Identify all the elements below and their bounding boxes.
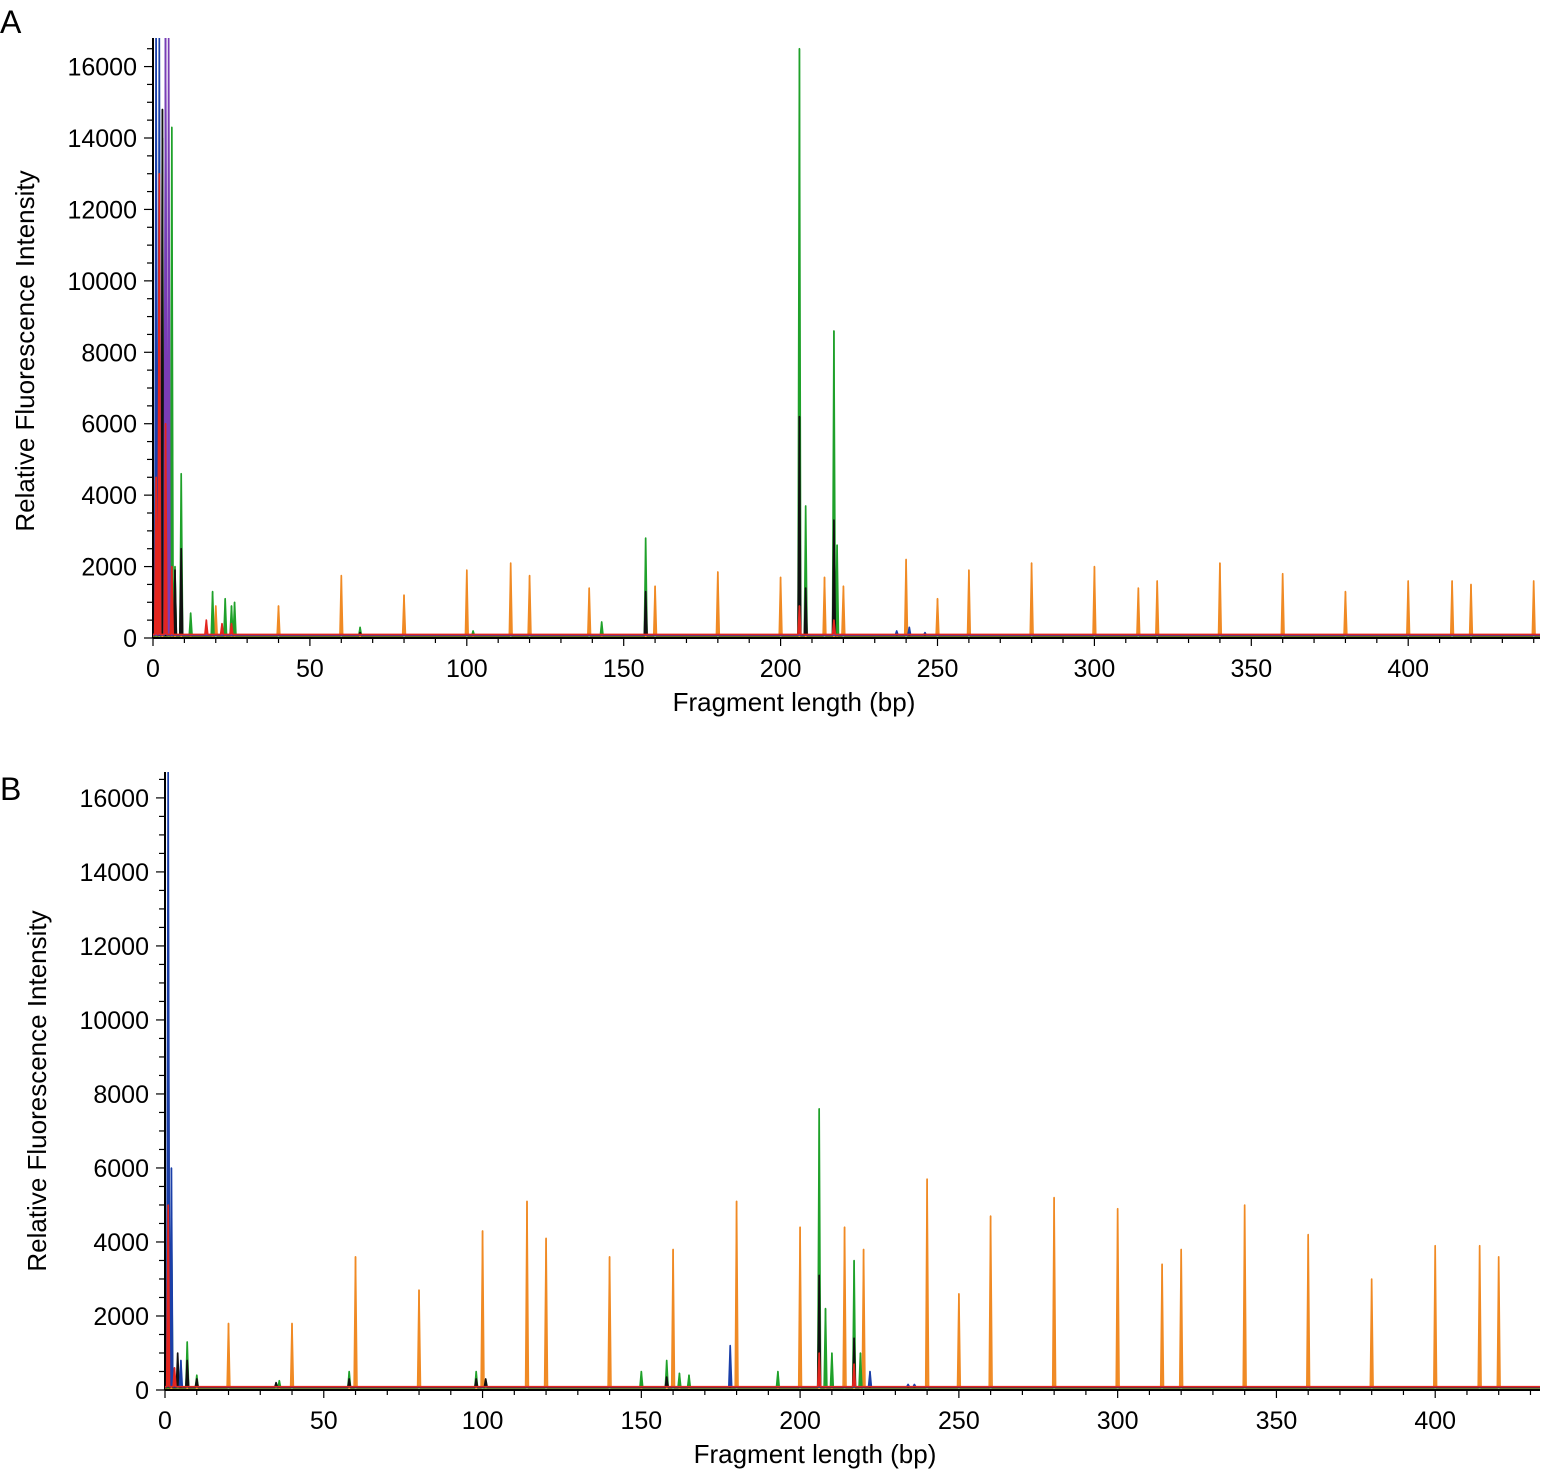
panel-a-x-tick-label: 0 bbox=[146, 655, 160, 683]
panel-b-y-tick-label: 6000 bbox=[93, 1155, 149, 1183]
panel-a-series-line bbox=[153, 172, 1540, 636]
panel-b-series-line bbox=[165, 908, 1540, 1389]
panel-b-y-tick-label: 16000 bbox=[79, 785, 149, 813]
panel-a-y-tick-label: 2000 bbox=[81, 554, 137, 582]
panel-a-y-tick-label: 12000 bbox=[67, 196, 137, 224]
panel-a-series-line bbox=[153, 38, 1540, 636]
panel-a-x-tick-label: 150 bbox=[603, 655, 645, 683]
panel-b-y-tick-label: 14000 bbox=[79, 859, 149, 887]
panel-b-x-tick-label: 50 bbox=[310, 1407, 338, 1435]
panel-b-y-tick-label: 4000 bbox=[93, 1229, 149, 1257]
panel-a-y-tick-label: 0 bbox=[123, 625, 137, 653]
panel-b-plot: 0 2000 4000 6000 8000 10000 12000 14000 16000 0 50… bbox=[79, 772, 1540, 1435]
panel-b-traces bbox=[165, 772, 1540, 1389]
panel-a-y-tick-label: 6000 bbox=[81, 411, 137, 439]
panel-a-series-line bbox=[153, 38, 1540, 636]
panel-b-y-tick-label: 2000 bbox=[93, 1303, 149, 1331]
panel-b-x-axis-label: Fragment length (bp) bbox=[694, 1439, 937, 1469]
panel-b-x-tick-label: 350 bbox=[1256, 1407, 1298, 1435]
panel-b-y-tick-label: 10000 bbox=[79, 1007, 149, 1035]
panel-b-y-tick-label: 0 bbox=[135, 1377, 149, 1405]
panel-b-x-tick-label: 400 bbox=[1414, 1407, 1456, 1435]
panel-a-traces bbox=[153, 38, 1540, 637]
panel-a-y-axis-label: Relative Fluorescence Intensity bbox=[10, 170, 40, 531]
panel-b-x-tick-label: 150 bbox=[620, 1407, 662, 1435]
panel-b-y-tick-label: 8000 bbox=[93, 1081, 149, 1109]
panel-a-series-line bbox=[153, 108, 1540, 637]
panel-a-y-tick-label: 8000 bbox=[81, 339, 137, 367]
panel-a-plot: 0 2000 4000 6000 8000 10000 12000 14000 16000 0 50… bbox=[67, 38, 1540, 683]
panel-a-y-tick-label: 14000 bbox=[67, 125, 137, 153]
panel-a: A Relative Fluorescence Intensity Fragme… bbox=[0, 4, 1540, 717]
panel-a-x-tick-label: 100 bbox=[446, 655, 488, 683]
panel-a-x-axis-label: Fragment length (bp) bbox=[673, 687, 916, 717]
panel-a-x-tick-label: 300 bbox=[1074, 655, 1116, 683]
panel-b-y-axis-label: Relative Fluorescence Intensity bbox=[22, 910, 52, 1271]
panel-a-y-tick-label: 10000 bbox=[67, 268, 137, 296]
panel-a-label: A bbox=[0, 4, 22, 40]
panel-b-x-tick-label: 250 bbox=[938, 1407, 980, 1435]
panel-b: B Relative Fluorescence Intensity Fragme… bbox=[0, 771, 1540, 1469]
panel-a-series-line bbox=[153, 47, 1540, 637]
panel-a-x-tick-label: 400 bbox=[1387, 655, 1429, 683]
panel-a-x-tick-label: 250 bbox=[917, 655, 959, 683]
panel-b-x-tick-label: 200 bbox=[779, 1407, 821, 1435]
panel-a-y-tick-label: 16000 bbox=[67, 54, 137, 82]
panel-a-x-tick-label: 200 bbox=[760, 655, 802, 683]
panel-b-series-line bbox=[165, 772, 1540, 1388]
panel-b-series-line bbox=[165, 1108, 1540, 1389]
panel-a-x-tick-label: 350 bbox=[1230, 655, 1272, 683]
panel-a-y-tick-label: 4000 bbox=[81, 482, 137, 510]
panel-b-y-tick-label: 12000 bbox=[79, 933, 149, 961]
panel-b-x-tick-label: 300 bbox=[1097, 1407, 1139, 1435]
panel-b-label: B bbox=[0, 771, 21, 807]
panel-a-x-tick-label: 50 bbox=[296, 655, 324, 683]
panel-a-series-line bbox=[153, 315, 1540, 637]
panel-b-x-tick-label: 0 bbox=[158, 1407, 172, 1435]
panel-b-x-tick-label: 100 bbox=[462, 1407, 504, 1435]
